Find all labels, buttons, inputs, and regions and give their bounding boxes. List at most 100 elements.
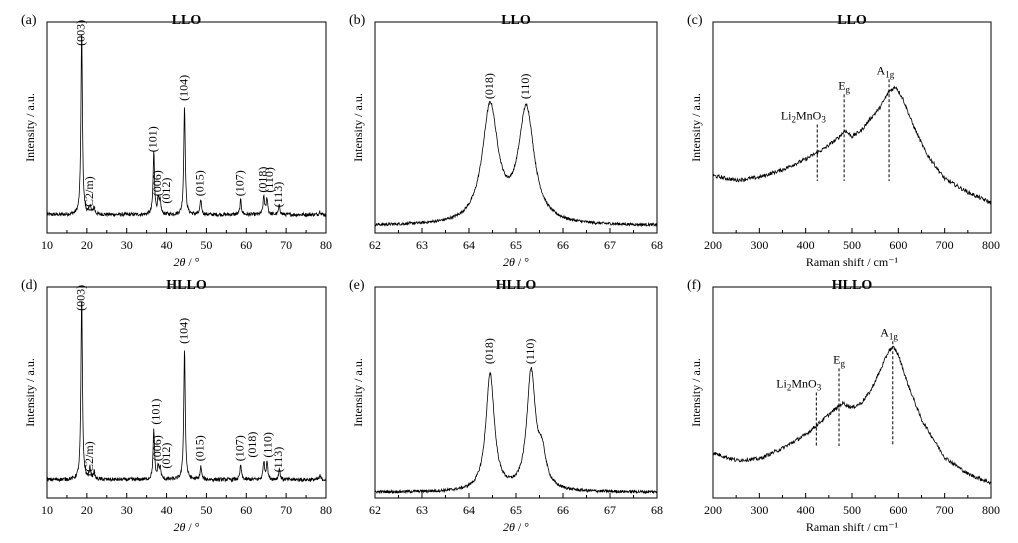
- x-tick-label: 700: [936, 238, 954, 252]
- mode-label-subscript: 3: [821, 114, 826, 124]
- x-tick-label: 10: [41, 238, 53, 252]
- x-tick-label: 800: [982, 238, 1000, 252]
- mode-label-subscript: 1g: [885, 69, 895, 79]
- x-tick-label: 80: [320, 503, 332, 517]
- x-tick-label: 68: [651, 503, 663, 517]
- x-tick-label: 65: [510, 238, 522, 252]
- spectrum-line: [46, 34, 327, 218]
- x-axis-label: 2θ / °: [173, 255, 199, 269]
- mode-label: Eg: [838, 78, 850, 94]
- mode-label-base: E: [838, 78, 845, 92]
- x-tick-label: 64: [463, 503, 475, 517]
- peak-label: (015): [193, 170, 207, 196]
- peak-label: (015): [193, 435, 207, 461]
- y-axis-label: Intensity / a.u.: [689, 358, 703, 427]
- y-axis-label: Intensity / a.u.: [351, 358, 365, 427]
- panel-label: (d): [21, 278, 38, 293]
- peak-label: (012): [159, 443, 173, 469]
- peak-label: (012): [159, 178, 173, 204]
- plot-frame: [374, 286, 658, 499]
- x-axis-symbol: 2θ: [173, 255, 185, 269]
- x-tick-label: 63: [416, 503, 428, 517]
- x-tick-label: 70: [280, 503, 292, 517]
- peak-label: (110): [523, 339, 537, 365]
- peak-label: (018): [256, 167, 270, 193]
- y-axis-label: Intensity / a.u.: [689, 93, 703, 162]
- panel-title: HLLO: [496, 278, 537, 293]
- panel-title: LLO: [837, 13, 867, 28]
- panel-label: (c): [687, 13, 703, 28]
- mode-label-rest: MnO: [796, 108, 822, 122]
- x-tick-label: 300: [750, 238, 768, 252]
- x-tick-label: 200: [704, 238, 722, 252]
- peak-label: (006): [150, 170, 164, 196]
- peak-label: (113): [271, 447, 285, 473]
- chart-panel: 10 20 30 40 50 60 70 80 (d) HLLO Intensity / a.u. 2…: [21, 278, 332, 534]
- plot-frame: [374, 21, 658, 234]
- x-tick-label: 70: [280, 238, 292, 252]
- x-tick-label: 65: [510, 503, 522, 517]
- x-tick-label: 30: [121, 503, 133, 517]
- chart-panel: 200 300 400 500 600 700 800 (f) HLLO Intensity / …: [687, 278, 1000, 534]
- mode-label-base: A: [877, 63, 886, 77]
- x-tick-label: 10: [41, 503, 53, 517]
- x-tick-label: 62: [369, 503, 381, 517]
- peak-label: (003): [73, 285, 87, 311]
- x-tick-label: 66: [557, 238, 569, 252]
- x-tick-label: 60: [240, 238, 252, 252]
- mode-label-subscript: 3: [817, 383, 822, 393]
- x-axis-symbol: 2θ: [503, 520, 515, 534]
- panel-label: (f): [687, 278, 701, 293]
- peak-label: (018): [482, 338, 496, 364]
- peak-label: (110): [260, 432, 274, 458]
- peak-label: (018): [482, 73, 496, 99]
- peak-label: (003): [73, 20, 87, 46]
- mode-label: Li2MnO3: [776, 377, 822, 393]
- spectrum-line: [374, 366, 658, 495]
- panel-title: HLLO: [832, 278, 873, 293]
- mode-label-base: E: [833, 352, 840, 366]
- peak-label: (018): [245, 432, 259, 458]
- x-axis-symbol: 2θ: [173, 520, 185, 534]
- x-tick-label: 62: [369, 238, 381, 252]
- peak-label: (006): [150, 435, 164, 461]
- x-tick-label: 60: [240, 503, 252, 517]
- peak-label: (113): [271, 182, 285, 208]
- mode-label-subscript: 2: [792, 114, 797, 124]
- y-axis-label: Intensity / a.u.: [351, 93, 365, 162]
- plot-frame: [712, 286, 992, 499]
- peak-label: (110): [518, 74, 532, 100]
- x-tick-label: 64: [463, 238, 475, 252]
- peak-label: (107): [232, 170, 246, 196]
- x-axis-symbol: 2θ: [503, 255, 515, 269]
- x-axis-label: Raman shift / cm⁻¹: [806, 520, 899, 534]
- mode-label: Eg: [833, 352, 845, 368]
- mode-label-subscript: g: [846, 84, 851, 94]
- x-tick-label: 700: [936, 503, 954, 517]
- panel-title: LLO: [501, 13, 531, 28]
- x-tick-label: 30: [121, 238, 133, 252]
- panel-title: LLO: [172, 13, 202, 28]
- peak-label: (110): [262, 167, 276, 193]
- panel-label: (e): [349, 278, 365, 293]
- peak-label: (104): [176, 75, 190, 101]
- x-tick-label: 300: [750, 503, 768, 517]
- x-tick-label: 63: [416, 238, 428, 252]
- x-axis-unit: / °: [185, 520, 199, 534]
- x-axis-label: 2θ / °: [503, 255, 529, 269]
- peak-label: (107): [232, 435, 246, 461]
- chart-panel: 10 20 30 40 50 60 70 80 (a) LLO Intensity / a.u. 2θ…: [21, 13, 332, 269]
- x-tick-label: 66: [557, 503, 569, 517]
- peak-label: (101): [148, 399, 162, 425]
- x-tick-label: 600: [889, 503, 907, 517]
- x-axis-label: 2θ / °: [503, 520, 529, 534]
- mode-label-subscript: 2: [787, 383, 792, 393]
- plot-frame: [712, 21, 992, 234]
- peak-label: (C2/m): [82, 441, 96, 476]
- x-tick-label: 50: [200, 503, 212, 517]
- peak-label: (101): [146, 126, 160, 152]
- x-tick-label: 50: [200, 238, 212, 252]
- x-tick-label: 800: [982, 503, 1000, 517]
- panel-title: HLLO: [166, 278, 207, 293]
